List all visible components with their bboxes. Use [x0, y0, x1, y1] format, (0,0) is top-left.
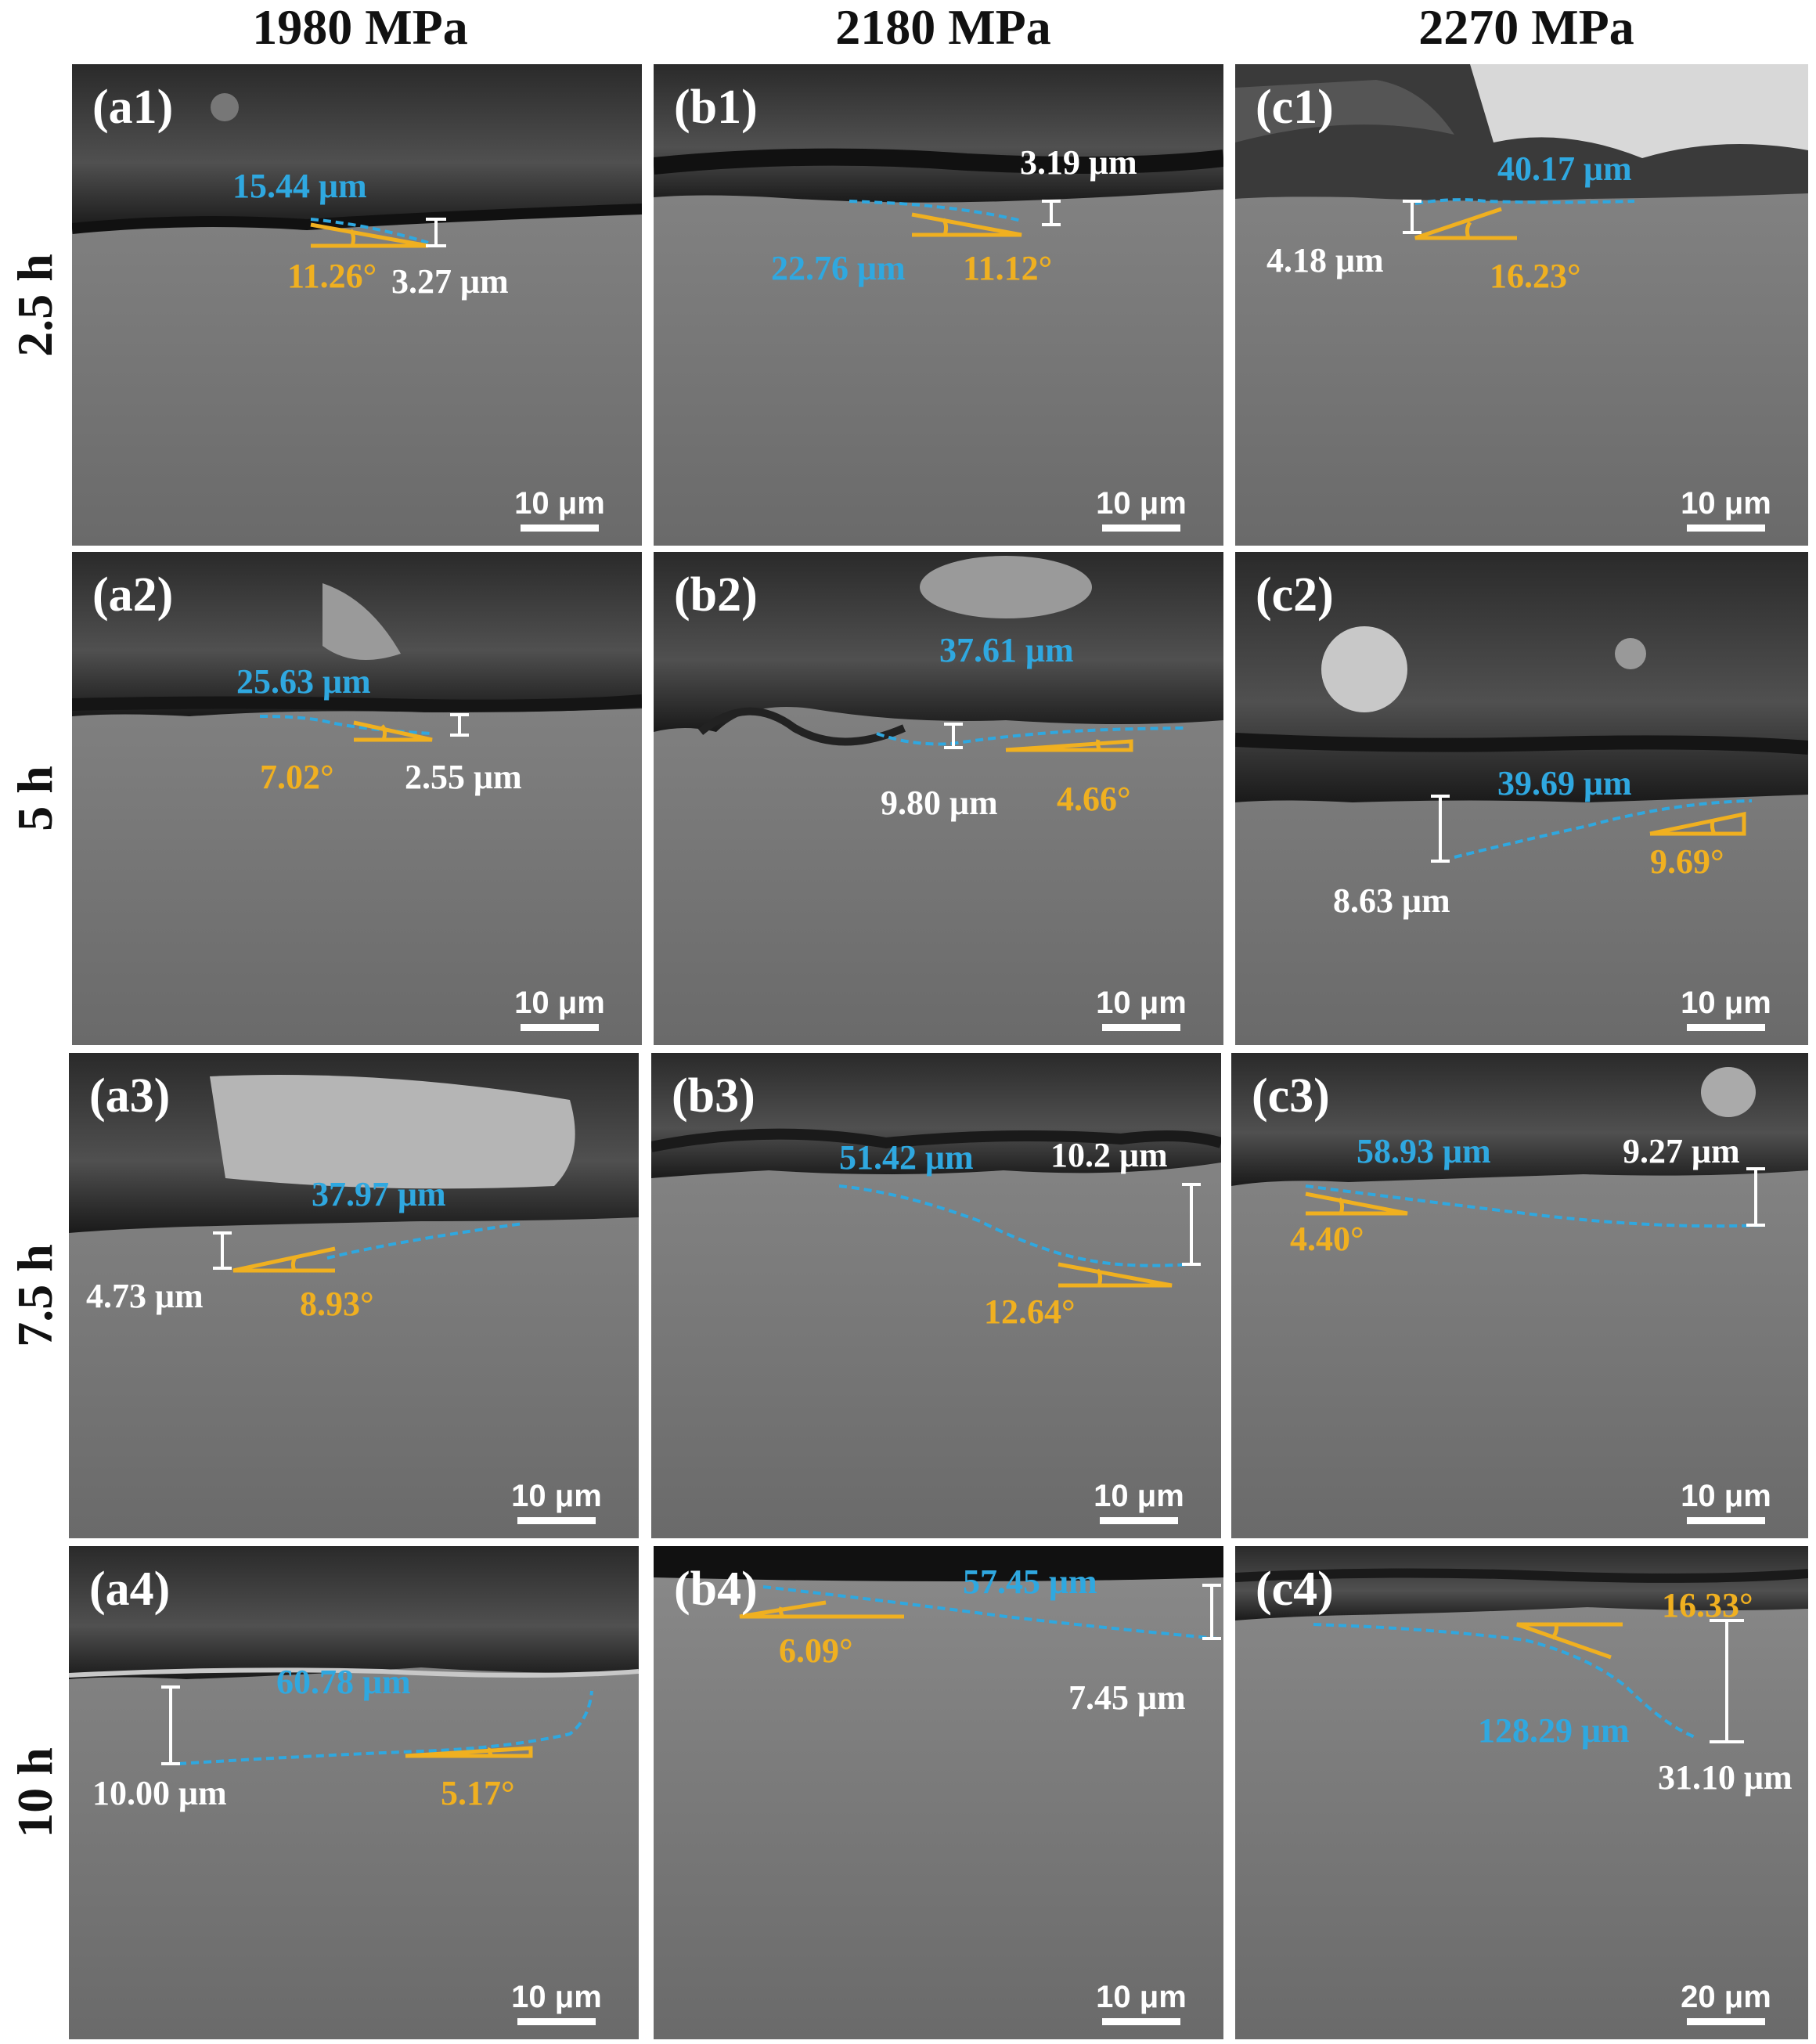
crack-length: 37.97 μm [312, 1175, 446, 1213]
panel-label: (a1) [92, 81, 174, 134]
panel-label: (c4) [1256, 1563, 1334, 1616]
panel-c2: (c2) 39.69 μm 9.69° 8.63 μm 10 μm [1235, 552, 1808, 1045]
crack-length: 58.93 μm [1357, 1132, 1491, 1170]
crack-length: 128.29 μm [1478, 1711, 1630, 1750]
crack-depth: 7.45 μm [1068, 1678, 1186, 1717]
panel-b1: (b1) 3.19 μm 22.76 μm 11.12° 10 μm [654, 64, 1223, 546]
panel-label: (b4) [674, 1563, 758, 1616]
row-label-10h: 10 h [7, 1747, 63, 1838]
scale-bar: 10 μm [1090, 485, 1192, 532]
row-label-2-5h: 2.5 h [7, 253, 63, 357]
crack-depth: 31.10 μm [1658, 1758, 1793, 1797]
column-header-2270: 2270 MPa [1418, 0, 1634, 55]
panel-b3: (b3) 51.42 μm 10.2 μm 12.64° 10 μm [651, 1053, 1221, 1538]
crack-depth: 3.19 μm [1020, 143, 1137, 182]
scale-bar: 10 μm [506, 1979, 607, 2025]
crack-depth: 2.55 μm [405, 758, 522, 796]
crack-angle: 12.64° [984, 1292, 1076, 1331]
panel-label: (b3) [672, 1069, 755, 1123]
crack-length: 25.63 μm [236, 662, 371, 701]
scale-bar: 10 μm [509, 985, 611, 1031]
crack-angle: 16.23° [1490, 257, 1581, 295]
crack-depth: 4.73 μm [86, 1277, 204, 1315]
crack-angle: 9.69° [1650, 842, 1724, 881]
crack-length: 40.17 μm [1497, 150, 1632, 188]
panel-label: (b1) [674, 81, 758, 134]
crack-length: 15.44 μm [232, 167, 367, 205]
scale-bar: 10 μm [1675, 1478, 1777, 1524]
crack-depth: 8.63 μm [1333, 881, 1450, 920]
crack-depth: 3.27 μm [391, 262, 509, 301]
panel-a1: (a1) 15.44 μm 11.26° 3.27 μm 10 μm [72, 64, 642, 546]
crack-length: 60.78 μm [276, 1663, 411, 1701]
crack-angle: 4.40° [1290, 1220, 1364, 1258]
panel-c3: (c3) 58.93 μm 9.27 μm 4.40° 10 μm [1231, 1053, 1808, 1538]
crack-angle: 16.33° [1662, 1586, 1753, 1624]
panel-b2: (b2) 37.61 μm 9.80 μm 4.66° 10 μm [654, 552, 1223, 1045]
crack-length: 57.45 μm [963, 1563, 1097, 1601]
crack-length: 37.61 μm [939, 631, 1074, 669]
crack-length: 22.76 μm [771, 249, 906, 287]
panel-label: (b2) [674, 568, 758, 622]
row-label-7-5h: 7.5 h [7, 1244, 63, 1347]
crack-length: 51.42 μm [839, 1138, 974, 1177]
panel-c4: (c4) 16.33° 128.29 μm 31.10 μm 20 μm [1235, 1546, 1808, 2039]
scale-bar: 20 μm [1675, 1979, 1777, 2025]
scale-bar: 10 μm [1090, 985, 1192, 1031]
scale-bar: 10 μm [1090, 1979, 1192, 2025]
crack-angle: 8.93° [300, 1285, 374, 1323]
panel-a2: (a2) 25.63 μm 7.02° 2.55 μm 10 μm [72, 552, 642, 1045]
row-label-5h: 5 h [7, 766, 63, 831]
crack-depth: 10.2 μm [1050, 1136, 1168, 1174]
column-header-1980: 1980 MPa [252, 0, 468, 55]
scale-bar: 10 μm [506, 1478, 607, 1524]
panel-label: (a2) [92, 568, 174, 622]
panel-label: (a4) [89, 1563, 171, 1616]
scale-bar: 10 μm [1675, 485, 1777, 532]
panel-label: (a3) [89, 1069, 171, 1123]
crack-angle: 11.26° [287, 257, 377, 295]
panel-label: (c2) [1256, 568, 1334, 622]
crack-depth: 9.27 μm [1623, 1132, 1740, 1170]
crack-depth: 9.80 μm [881, 784, 998, 822]
scale-bar: 10 μm [1088, 1478, 1190, 1524]
panel-label: (c3) [1252, 1069, 1330, 1123]
crack-angle: 7.02° [260, 758, 334, 796]
crack-depth: 4.18 μm [1267, 241, 1384, 279]
crack-length: 39.69 μm [1497, 764, 1632, 802]
panel-a3: (a3) 37.97 μm 4.73 μm 8.93° 10 μm [69, 1053, 639, 1538]
scale-bar: 10 μm [1675, 985, 1777, 1031]
panel-b4: (b4) 57.45 μm 6.09° 7.45 μm 10 μm [654, 1546, 1223, 2039]
crack-angle: 6.09° [779, 1631, 853, 1670]
panel-a4: (a4) 60.78 μm 10.00 μm 5.17° 10 μm [69, 1546, 639, 2039]
crack-angle: 4.66° [1057, 780, 1131, 818]
crack-depth: 10.00 μm [92, 1774, 227, 1812]
panel-c1: (c1) 40.17 μm 4.18 μm 16.23° 10 μm [1235, 64, 1808, 546]
crack-angle: 5.17° [441, 1774, 515, 1812]
panel-label: (c1) [1256, 81, 1334, 134]
crack-angle: 11.12° [963, 249, 1053, 287]
column-header-2180: 2180 MPa [835, 0, 1051, 55]
scale-bar: 10 μm [509, 485, 611, 532]
